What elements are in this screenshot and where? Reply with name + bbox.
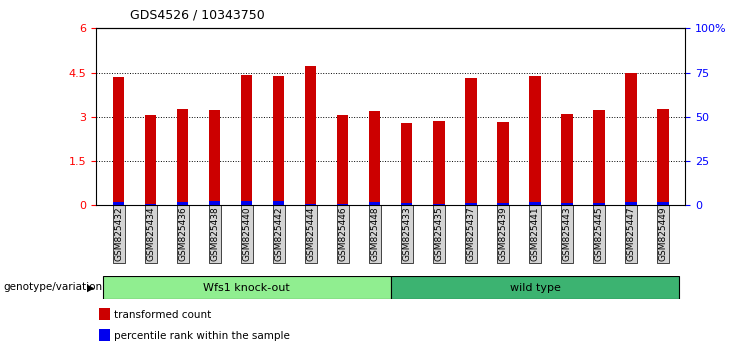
Bar — [497, 202, 508, 205]
Text: wild type: wild type — [510, 282, 560, 293]
Text: transformed count: transformed count — [114, 310, 211, 320]
Bar — [273, 201, 285, 205]
Bar — [177, 202, 188, 205]
Bar — [305, 204, 316, 205]
Bar — [465, 78, 476, 205]
Bar — [402, 203, 413, 205]
Bar — [594, 202, 605, 205]
Bar — [529, 76, 540, 205]
Text: ▶: ▶ — [87, 282, 95, 292]
Bar — [657, 109, 668, 205]
Bar — [305, 66, 316, 205]
Bar — [242, 75, 253, 205]
Bar — [145, 115, 156, 205]
Bar — [242, 201, 253, 205]
Bar — [369, 111, 380, 205]
FancyBboxPatch shape — [103, 276, 391, 299]
Bar — [594, 110, 605, 205]
Text: GDS4526 / 10343750: GDS4526 / 10343750 — [130, 9, 265, 22]
Bar — [145, 204, 156, 205]
Bar — [273, 76, 285, 205]
Bar — [209, 110, 220, 205]
Bar — [625, 202, 637, 205]
Bar — [402, 123, 413, 205]
Bar — [657, 202, 668, 205]
Bar — [337, 115, 348, 205]
Text: genotype/variation: genotype/variation — [4, 282, 103, 292]
Bar — [337, 204, 348, 205]
Bar — [562, 114, 573, 205]
Text: percentile rank within the sample: percentile rank within the sample — [114, 331, 290, 341]
Bar — [113, 202, 124, 205]
Bar — [99, 329, 110, 341]
Bar — [465, 202, 476, 205]
Bar — [529, 202, 540, 205]
Bar — [209, 201, 220, 205]
Bar — [433, 204, 445, 205]
Bar — [433, 121, 445, 205]
Bar — [99, 308, 110, 320]
Bar — [113, 77, 124, 205]
Bar — [369, 202, 380, 205]
Bar — [497, 122, 508, 205]
Bar — [562, 203, 573, 205]
Text: Wfs1 knock-out: Wfs1 knock-out — [204, 282, 290, 293]
Bar — [177, 109, 188, 205]
FancyBboxPatch shape — [391, 276, 679, 299]
Bar — [625, 73, 637, 205]
